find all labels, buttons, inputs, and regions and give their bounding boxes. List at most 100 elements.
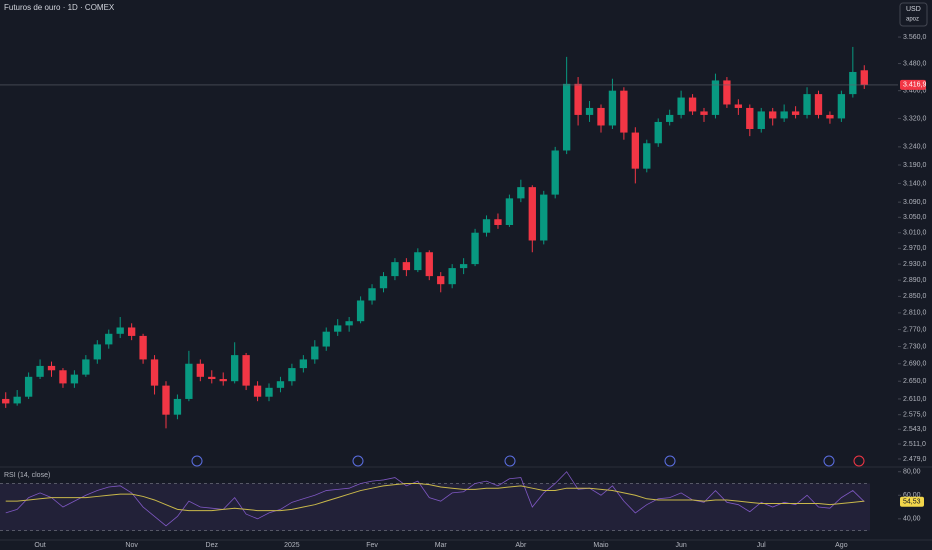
y-tick-label: 2.690,0 xyxy=(903,361,926,368)
event-icons xyxy=(191,455,865,467)
event-icon[interactable] xyxy=(823,455,835,467)
candle-body xyxy=(608,90,617,126)
candle-body xyxy=(208,376,216,380)
candle-body xyxy=(734,104,743,108)
event-icon[interactable] xyxy=(504,455,516,467)
candle-body xyxy=(448,268,456,285)
candle-body xyxy=(379,276,388,289)
y-tick-label: 2.479,0 xyxy=(903,456,926,463)
y-tick-label: 2.575,0 xyxy=(903,412,926,419)
y-tick-label: 2.890,0 xyxy=(903,277,926,284)
candle-body xyxy=(574,83,582,115)
rsi-title: RSI (14, close) xyxy=(4,472,50,479)
y-tick-label: 2.810,0 xyxy=(903,310,926,317)
scale-mode: apoz xyxy=(906,17,919,23)
y-tick-label: 3.050,0 xyxy=(903,214,926,221)
candle-body xyxy=(13,396,21,404)
x-tick-label: Dez xyxy=(206,542,219,549)
candle-body xyxy=(494,219,502,225)
y-tick-label: 40,00 xyxy=(903,516,921,523)
y-tick-label: 3.320,0 xyxy=(903,115,926,122)
candle-body xyxy=(814,94,823,115)
candle-body xyxy=(196,363,204,377)
candle-body xyxy=(24,376,33,397)
y-tick-label: 3.400,0 xyxy=(903,88,926,95)
candle-body xyxy=(437,276,445,285)
x-tick-label: Mar xyxy=(435,542,448,549)
candle-body xyxy=(150,359,159,386)
y-tick-label: 3.010,0 xyxy=(903,230,926,237)
candle-body xyxy=(746,107,754,130)
y-tick-label: 2.610,0 xyxy=(903,396,926,403)
candle-body xyxy=(127,327,136,336)
candle-body xyxy=(597,107,605,126)
candle-body xyxy=(185,363,193,399)
candle-body xyxy=(402,262,411,271)
y-tick-label: 2.930,0 xyxy=(903,261,926,268)
candle-body xyxy=(105,333,113,345)
candle-body xyxy=(769,111,777,119)
candle-body xyxy=(688,97,697,112)
y-tick-label: 2.650,0 xyxy=(903,378,926,385)
candle-body xyxy=(528,187,536,241)
last-price-box xyxy=(900,79,926,90)
candle-body xyxy=(517,187,525,199)
event-icon[interactable] xyxy=(853,455,865,467)
candle-body xyxy=(70,374,79,384)
candle-body xyxy=(459,264,468,269)
candle-body xyxy=(723,80,731,105)
candle-body xyxy=(173,398,182,415)
y-tick-label: 80,00 xyxy=(903,469,921,476)
candle-body xyxy=(93,344,101,360)
candle-body xyxy=(219,379,227,382)
candle-body xyxy=(414,252,422,271)
candle-body xyxy=(47,365,56,371)
candle-body xyxy=(116,327,124,334)
currency-box[interactable] xyxy=(899,2,928,27)
candle-body xyxy=(36,365,44,377)
candle-body xyxy=(242,355,250,386)
candle-body xyxy=(620,90,628,133)
candle-body xyxy=(162,385,170,415)
candle-body xyxy=(59,370,67,384)
candle-body xyxy=(700,111,708,115)
y-tick-label: 2.970,0 xyxy=(903,245,926,252)
candle-body xyxy=(643,143,651,169)
candle-body xyxy=(345,321,353,326)
candle-body xyxy=(562,83,571,151)
event-icon[interactable] xyxy=(664,455,676,467)
y-tick-label: 3.090,0 xyxy=(903,199,926,206)
event-icon[interactable] xyxy=(191,455,203,467)
candle-body xyxy=(356,300,365,322)
candle-body xyxy=(585,107,594,115)
candle-body xyxy=(82,359,90,375)
y-tick-label: 3.140,0 xyxy=(903,180,926,187)
candle-body xyxy=(711,80,720,115)
candle-body xyxy=(860,70,868,85)
rsi-value-label: 54,53 xyxy=(903,499,921,506)
rsi-line xyxy=(5,471,865,527)
x-tick-label: 2025 xyxy=(284,542,300,549)
y-tick-label: 3.240,0 xyxy=(903,144,926,151)
candle-body xyxy=(540,194,548,241)
candle-body xyxy=(631,132,639,169)
x-tick-label: Fev xyxy=(366,542,378,549)
y-tick-label: 60,00 xyxy=(903,492,921,499)
candle-body xyxy=(2,398,10,404)
candle-body xyxy=(654,121,662,144)
event-icon[interactable] xyxy=(352,455,364,467)
candle-body xyxy=(471,232,479,265)
candle-body xyxy=(551,150,559,195)
candle-body xyxy=(791,111,800,115)
candle-body xyxy=(231,355,239,382)
candle-body xyxy=(368,288,376,301)
candle-body xyxy=(276,381,285,388)
y-tick-label: 2.850,0 xyxy=(903,293,926,300)
rsi-value-box xyxy=(900,496,924,507)
x-tick-label: Abr xyxy=(515,542,527,549)
rsi-line xyxy=(5,482,865,512)
candle-body xyxy=(837,94,846,119)
candle-body xyxy=(322,331,330,347)
